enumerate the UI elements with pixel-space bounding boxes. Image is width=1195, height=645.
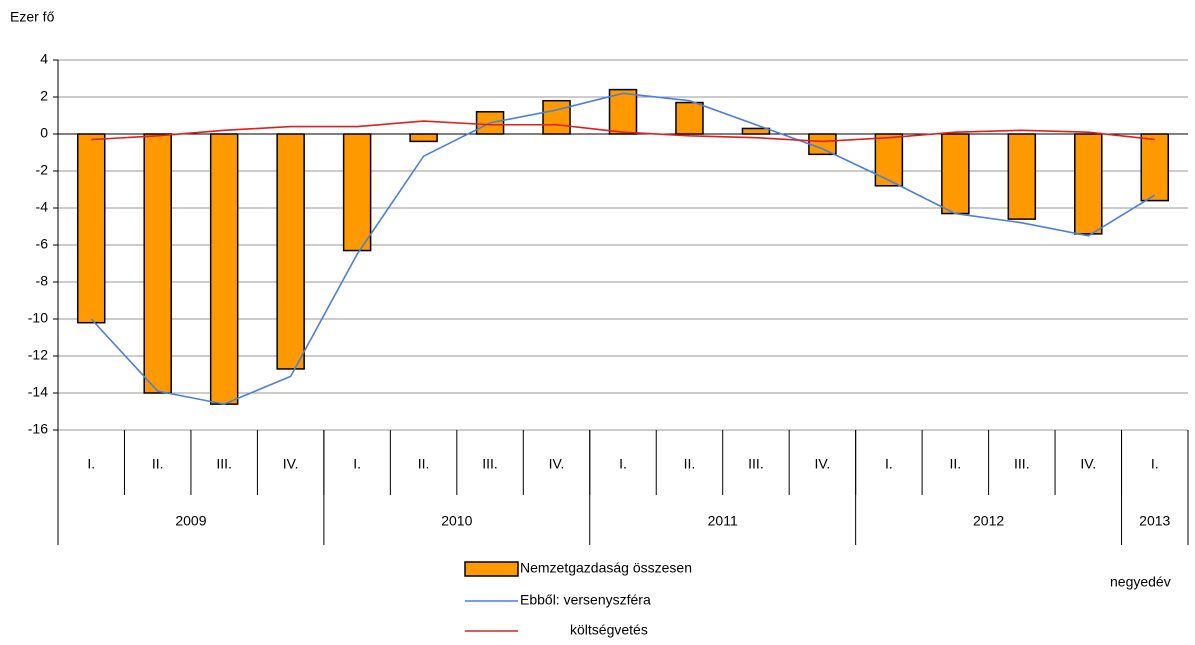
x-tick-label: I. (87, 456, 95, 472)
x-tick-label: II. (418, 456, 430, 472)
y-axis-label: Ezer fő (10, 9, 55, 25)
x-tick-label: I. (619, 456, 627, 472)
x-tick-label: III. (748, 456, 764, 472)
x-tick-label: IV. (283, 456, 299, 472)
line-series (91, 120, 1155, 143)
x-tick-label: III. (216, 456, 232, 472)
x-group-label: 2011 (708, 513, 738, 529)
bar (741, 127, 771, 135)
x-tick-label: III. (482, 456, 498, 472)
x-tick-label: II. (684, 456, 696, 472)
bar (874, 133, 904, 187)
bar (808, 133, 837, 156)
y-tick-label: -6 (36, 236, 49, 252)
x-tick-label: II. (950, 456, 962, 472)
x-group-label: 2010 (441, 513, 472, 529)
line-series (90, 92, 1156, 405)
legend-swatch (464, 561, 519, 577)
legend-label: Ebből: versenyszféra (520, 592, 651, 608)
bar (1140, 133, 1170, 202)
y-tick-label: -2 (36, 162, 49, 178)
x-tick-label: II. (152, 456, 164, 472)
bar (1074, 133, 1103, 235)
bar (143, 133, 172, 394)
x-group-label: 2009 (175, 513, 206, 529)
bar (409, 133, 438, 143)
bar (1007, 133, 1037, 220)
y-tick-label: -8 (36, 273, 49, 289)
y-tick-label: 2 (40, 88, 48, 104)
x-group-label: 2012 (973, 513, 1004, 529)
x-tick-label: IV. (1080, 456, 1096, 472)
x-axis-label: negyedév (1110, 574, 1171, 590)
x-tick-label: IV. (549, 456, 565, 472)
y-tick-label: 4 (40, 51, 48, 67)
y-tick-label: -10 (28, 310, 48, 326)
legend-label: Nemzetgazdaság összesen (520, 560, 692, 576)
x-tick-label: I. (353, 456, 361, 472)
x-tick-label: I. (1151, 456, 1159, 472)
y-tick-label: -16 (28, 421, 48, 437)
x-group-label: 2013 (1139, 513, 1170, 529)
x-tick-label: IV. (814, 456, 830, 472)
bar (276, 133, 305, 370)
bar (675, 101, 704, 135)
bar (76, 133, 106, 324)
bar (342, 133, 372, 252)
bar (542, 99, 571, 135)
x-tick-label: I. (885, 456, 893, 472)
y-tick-label: -12 (28, 347, 48, 363)
legend-label: költségvetés (570, 622, 648, 638)
x-tick-label: III. (1014, 456, 1030, 472)
y-tick-label: -14 (28, 384, 48, 400)
bar (941, 133, 970, 215)
bar (209, 133, 239, 405)
y-tick-label: -4 (36, 199, 49, 215)
y-tick-label: 0 (40, 125, 48, 141)
